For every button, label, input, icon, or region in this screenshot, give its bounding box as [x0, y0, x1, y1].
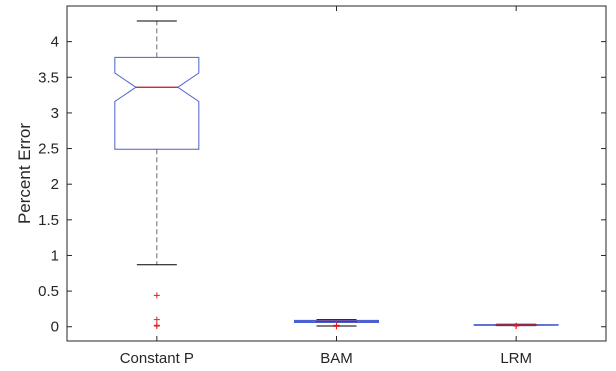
- x-tick-label: BAM: [320, 350, 353, 367]
- y-tick-label: 3.5: [38, 69, 59, 86]
- box-group-3: [473, 322, 559, 330]
- box-group-1: [114, 20, 200, 330]
- axes-layer: 0 0.5 1 1.5 2 2.5 3 3.5 4 Constant P BAM LRM: [38, 5, 607, 367]
- y-tick-label: 4: [51, 34, 59, 51]
- x-tick-label: LRM: [500, 350, 532, 367]
- y-tick-label: 1.5: [38, 212, 59, 229]
- y-axis-label: Percent Error: [15, 123, 34, 224]
- outlier-point: [153, 323, 160, 330]
- outlier-point: [333, 322, 340, 329]
- notched-box: [294, 319, 379, 323]
- outlier-point: [153, 292, 160, 299]
- y-tick-label: 2.5: [38, 141, 59, 158]
- y-tick-label: 0.5: [38, 283, 59, 300]
- y-tick-label: 1: [51, 247, 59, 264]
- outlier-point: [153, 316, 160, 323]
- box-plot-layer: [114, 20, 559, 330]
- y-tick-label: 2: [51, 176, 59, 193]
- y-tick-label: 0: [51, 319, 59, 336]
- notched-box: [473, 324, 559, 326]
- x-tick-label: Constant P: [120, 350, 194, 367]
- box-group-2: [294, 319, 379, 330]
- notched-box: [114, 56, 200, 150]
- plot-frame: [66, 5, 607, 342]
- outlier-point: [513, 322, 520, 329]
- y-tick-label: 3: [51, 105, 59, 122]
